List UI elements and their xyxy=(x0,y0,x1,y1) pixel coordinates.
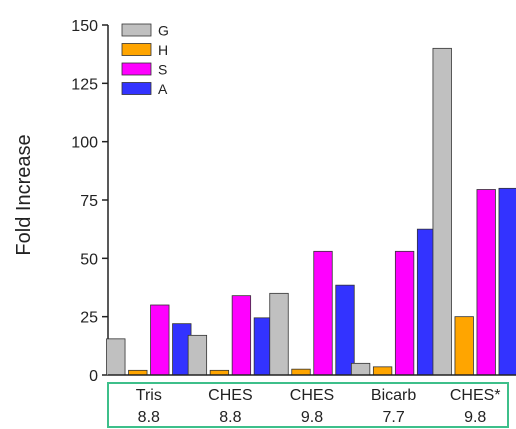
bar-h-3 xyxy=(291,368,311,376)
legend-swatch-g xyxy=(121,23,152,37)
y-tick-label: 100 xyxy=(71,135,98,152)
category-name-label: Bicarb xyxy=(371,387,416,404)
category-name-label: CHES xyxy=(290,387,334,404)
y-tick-label: 75 xyxy=(80,193,98,210)
legend-label-s: S xyxy=(158,62,167,78)
y-tick-label: 125 xyxy=(71,76,98,93)
legend-label-g: G xyxy=(158,23,169,39)
category-value-label: 9.8 xyxy=(464,409,486,426)
bar-g-5 xyxy=(432,47,452,376)
bar-s-3 xyxy=(313,250,333,376)
category-name-label: CHES xyxy=(208,387,252,404)
bar-h-4 xyxy=(372,366,393,376)
category-label-box xyxy=(107,382,509,428)
category-value-label: 9.8 xyxy=(301,409,323,426)
bar-g-2 xyxy=(187,334,208,376)
bars xyxy=(106,47,516,376)
category-name-label: CHES* xyxy=(450,387,501,404)
y-tick-label: 25 xyxy=(80,310,98,327)
y-axis: 0 25 50 75 100 125 150 xyxy=(71,18,109,385)
legend-label-h: H xyxy=(158,42,168,58)
bar-s-4 xyxy=(394,250,415,376)
bar-g-4 xyxy=(350,362,371,376)
category-value-label: 8.8 xyxy=(219,409,241,426)
bar-a-3 xyxy=(335,284,355,376)
category-value-label: 7.7 xyxy=(382,409,404,426)
bar-s-2 xyxy=(231,295,252,376)
legend-swatch-h xyxy=(121,43,152,56)
legend-swatch-s xyxy=(121,62,152,76)
y-tick-label: 150 xyxy=(71,18,98,35)
category-name-label: Tris xyxy=(136,387,162,404)
bar-g-1 xyxy=(106,338,126,376)
bar-s-1 xyxy=(150,304,170,376)
legend-swatch-a xyxy=(121,82,152,95)
legend-label-a: A xyxy=(158,81,168,97)
y-axis-title: Fold Increase xyxy=(13,134,35,255)
y-tick-label: 50 xyxy=(80,251,98,268)
bar-g-3 xyxy=(269,292,289,376)
y-tick-label: 0 xyxy=(89,368,98,385)
bar-a-5 xyxy=(498,187,516,376)
category-value-label: 8.8 xyxy=(138,409,160,426)
bar-h-5 xyxy=(454,316,474,376)
bar-s-5 xyxy=(476,189,496,376)
category-labels: Tris 8.8 CHES 8.8 CHES 9.8 Bicarb 7.7 CHES* 9.8 xyxy=(136,387,501,426)
